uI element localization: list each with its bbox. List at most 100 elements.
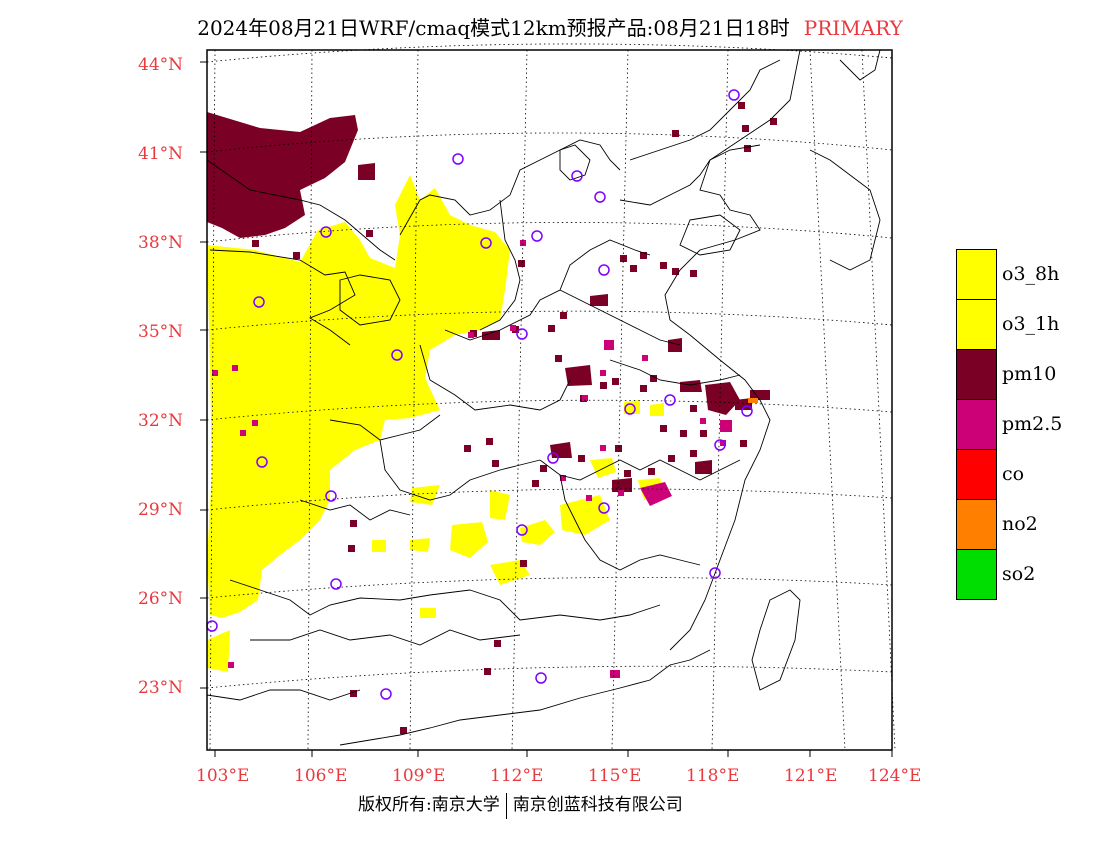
grid-cell bbox=[486, 438, 493, 445]
grid-cell bbox=[690, 270, 697, 277]
grid-cell bbox=[615, 445, 622, 452]
o3-regions bbox=[207, 175, 664, 672]
grid-cell bbox=[350, 690, 357, 697]
legend-label: no2 bbox=[1002, 513, 1038, 535]
grid-cell bbox=[658, 490, 664, 496]
grid-cell bbox=[600, 370, 606, 376]
station-marker bbox=[598, 502, 610, 514]
lon-label-109: 109°E bbox=[392, 766, 446, 786]
map-title: 2024年08月21日WRF/cmaq模式12km预报产品:08月21日18时 P… bbox=[0, 12, 1100, 41]
station-marker bbox=[535, 672, 547, 684]
legend-label: o3_1h bbox=[1002, 313, 1060, 335]
legend-label: so2 bbox=[1002, 563, 1036, 585]
pm10-regions bbox=[207, 112, 770, 492]
grid-cell bbox=[690, 405, 697, 412]
copyright-right: 南京创蓝科技有限公司 bbox=[512, 795, 683, 815]
lat-label-41: 41°N bbox=[138, 144, 184, 164]
grid-cell bbox=[582, 395, 588, 401]
grid-cell bbox=[620, 255, 627, 262]
station-marker bbox=[741, 405, 753, 417]
station-marker bbox=[598, 264, 610, 276]
lat-label-26: 26°N bbox=[138, 589, 184, 609]
station-marker bbox=[380, 688, 392, 700]
legend-swatch bbox=[956, 399, 997, 450]
grid-cell bbox=[240, 430, 246, 436]
pm25-specks bbox=[212, 240, 726, 668]
lat-label-35: 35°N bbox=[138, 322, 184, 342]
station-marker bbox=[452, 153, 464, 165]
graticule bbox=[206, 43, 896, 751]
grid-cell bbox=[650, 375, 657, 382]
title-primary-tag: PRIMARY bbox=[803, 16, 903, 40]
lon-label-115: 115°E bbox=[588, 766, 642, 786]
grid-cell bbox=[532, 480, 539, 487]
station-marker bbox=[594, 191, 606, 203]
lat-label-44: 44°N bbox=[138, 55, 184, 75]
station-marker bbox=[330, 578, 342, 590]
legend-swatch bbox=[956, 499, 997, 550]
legend-swatch bbox=[956, 449, 997, 500]
lat-label-29: 29°N bbox=[138, 500, 184, 520]
station-marker bbox=[325, 490, 337, 502]
grid-cell bbox=[624, 470, 631, 477]
legend-label: o3_8h bbox=[1002, 263, 1060, 285]
grid-cell bbox=[212, 370, 218, 376]
grid-cell bbox=[600, 445, 606, 451]
grid-cell bbox=[700, 418, 706, 424]
lon-label-124: 124°E bbox=[868, 766, 922, 786]
station-marker bbox=[728, 89, 740, 101]
legend-swatch bbox=[956, 549, 997, 600]
grid-cell bbox=[660, 262, 667, 269]
legend-label: pm10 bbox=[1002, 363, 1057, 385]
station-marker bbox=[516, 328, 528, 340]
grid-cell bbox=[252, 240, 259, 247]
lon-label-112: 112°E bbox=[490, 766, 544, 786]
grid-cell bbox=[640, 385, 647, 392]
legend-swatch bbox=[956, 299, 997, 350]
grid-cell bbox=[700, 430, 707, 437]
grid-cell bbox=[672, 268, 679, 275]
grid-cell bbox=[350, 520, 357, 527]
grid-cell bbox=[232, 365, 238, 371]
station-marker bbox=[664, 394, 676, 406]
station-marker bbox=[206, 620, 218, 632]
grid-cell bbox=[690, 450, 697, 457]
lon-label-103: 103°E bbox=[196, 766, 250, 786]
grid-cell bbox=[520, 560, 527, 567]
lat-label-23: 23°N bbox=[138, 678, 184, 698]
footer-divider bbox=[505, 792, 507, 819]
grid-cell bbox=[484, 668, 491, 675]
grid-cell bbox=[738, 102, 745, 109]
station-marker bbox=[714, 439, 726, 451]
grid-cell bbox=[642, 355, 648, 361]
lon-label-106: 106°E bbox=[294, 766, 348, 786]
station-marker bbox=[320, 226, 332, 238]
title-main: 2024年08月21日WRF/cmaq模式12km预报产品:08月21日18时 bbox=[197, 16, 790, 40]
grid-cell bbox=[518, 260, 525, 267]
legend-swatch bbox=[956, 349, 997, 400]
grid-cell bbox=[492, 460, 499, 467]
grid-cell bbox=[770, 118, 777, 125]
grid-cell bbox=[630, 265, 637, 272]
grid-cell bbox=[468, 332, 474, 338]
station-marker bbox=[391, 349, 403, 361]
station-markers bbox=[206, 89, 753, 700]
grid-cell bbox=[742, 125, 749, 132]
grid-cell bbox=[548, 325, 555, 332]
grid-cell bbox=[366, 230, 373, 237]
legend-label: co bbox=[1002, 463, 1025, 485]
station-marker bbox=[547, 452, 559, 464]
copyright-left: 版权所有:南京大学 bbox=[358, 795, 500, 815]
grid-cell bbox=[400, 727, 407, 734]
grid-cell bbox=[293, 252, 300, 259]
grid-cell bbox=[540, 465, 547, 472]
lon-label-121: 121°E bbox=[784, 766, 838, 786]
map-frame bbox=[206, 49, 893, 751]
grid-cell bbox=[560, 312, 567, 319]
pm10-specks bbox=[252, 102, 777, 734]
grid-cell bbox=[252, 420, 258, 426]
legend-label: pm2.5 bbox=[1002, 413, 1063, 435]
grid-cell bbox=[744, 145, 751, 152]
station-marker bbox=[624, 403, 636, 415]
